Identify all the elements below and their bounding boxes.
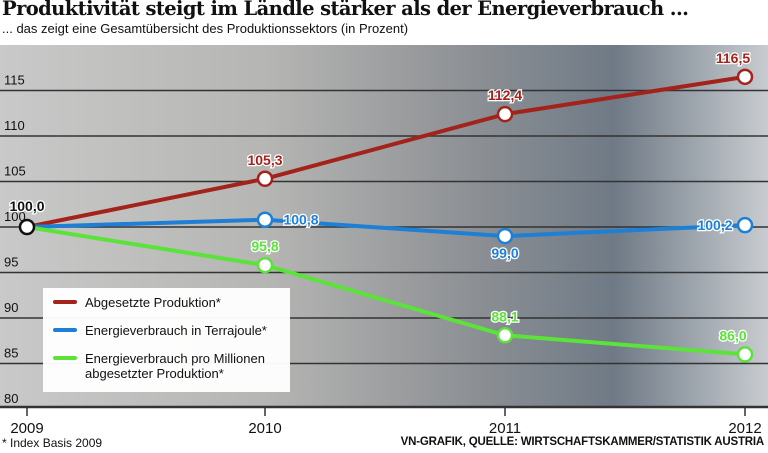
chart-subtitle: ... das zeigt eine Gesamtübersicht des P… — [2, 21, 409, 36]
data-label: 86,0 — [719, 327, 746, 343]
data-point — [496, 227, 514, 245]
legend-item-energy-per-million: Energieverbrauch pro Millionen abgesetzte… — [53, 351, 265, 381]
data-point — [496, 105, 514, 123]
data-label: 112,4 — [488, 87, 522, 103]
data-point — [496, 327, 514, 344]
legend-label: Energieverbrauch in Terrajoule* — [85, 323, 267, 338]
data-point — [256, 256, 274, 274]
series-line — [26, 225, 746, 357]
legend-label: Abgesetzte Produktion* — [85, 295, 221, 310]
series-line — [26, 74, 746, 229]
x-tick-label: 2009 — [10, 420, 43, 437]
x-tick-label: 2012 — [728, 420, 761, 437]
data-label: 100,2 — [697, 217, 732, 233]
y-tick-label: 90 — [4, 300, 18, 315]
data-label: 99,0 — [491, 245, 518, 261]
data-label: 88,1 — [491, 308, 518, 324]
x-tick-label: 2010 — [248, 420, 281, 437]
y-tick-label: 110 — [4, 118, 25, 133]
y-tick-label: 85 — [4, 346, 18, 361]
y-tick-label: 105 — [4, 164, 26, 179]
y-tick-label: 95 — [4, 255, 18, 270]
footnote: * Index Basis 2009 — [2, 436, 103, 450]
legend-item-production: Abgesetzte Produktion* — [53, 295, 221, 310]
legend-swatch — [53, 355, 77, 360]
series-line — [26, 217, 746, 239]
data-label: 95,8 — [251, 238, 278, 254]
data-label: 100,8 — [283, 212, 318, 228]
legend-label: abgesetzter Produktion* — [85, 366, 224, 381]
x-tick-label: 2011 — [489, 420, 521, 437]
legend-label: Energieverbrauch pro Millionen — [85, 351, 265, 366]
y-tick-label: 80 — [4, 391, 18, 406]
data-label: 100,0 — [9, 198, 44, 214]
data-point — [736, 216, 754, 234]
data-label: 116,5 — [716, 50, 750, 66]
legend-item-energy: Energieverbrauch in Terrajoule* — [53, 323, 267, 338]
y-tick-label: 115 — [4, 73, 25, 88]
data-point — [736, 68, 754, 86]
data-point — [736, 346, 754, 363]
legend-swatch — [53, 327, 77, 332]
legend-swatch — [53, 299, 77, 304]
data-label: 105,3 — [247, 152, 282, 168]
y-tick-label: 100 — [4, 209, 26, 224]
data-point — [256, 211, 274, 228]
chart-title: Produktivität steigt im Ländle stärker a… — [2, 0, 689, 20]
data-point — [256, 170, 274, 188]
source: VN-GRAFIK, QUELLE: WIRTSCHAFTSKAMMER/STA… — [400, 436, 765, 448]
legend: Abgesetzte Produktion* Energieverbrauch … — [43, 288, 290, 392]
data-point — [18, 218, 36, 236]
